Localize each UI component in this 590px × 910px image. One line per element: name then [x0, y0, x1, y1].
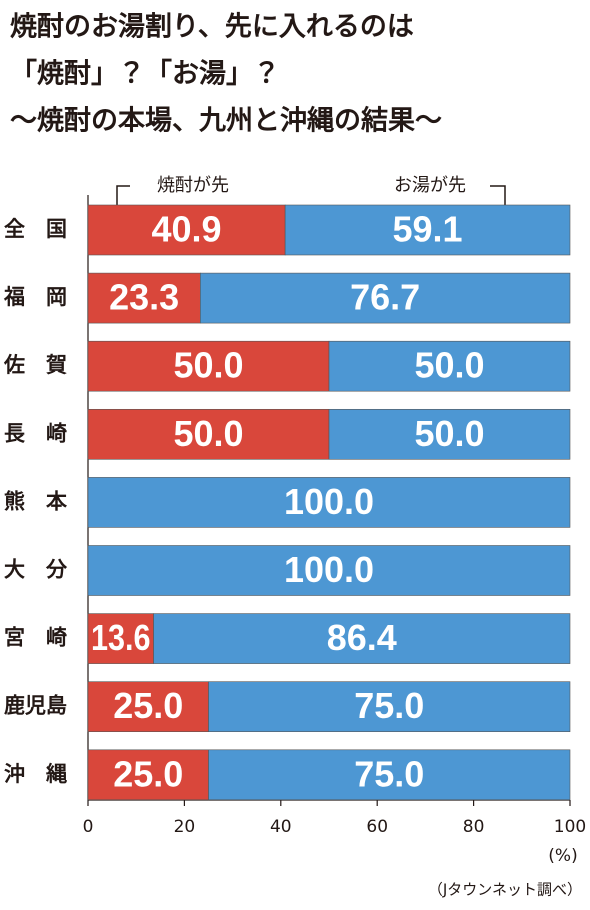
legend-label: 焼酎が先 [157, 175, 229, 196]
value-label: 13.6 [91, 617, 151, 658]
value-label: 86.4 [327, 617, 397, 658]
x-unit: (%) [548, 846, 577, 866]
value-label: 50.0 [173, 345, 243, 386]
x-tick-label: 0 [83, 817, 94, 837]
value-label: 25.0 [113, 753, 183, 794]
y-tick-label: 福 岡 [3, 285, 67, 309]
x-tick-label: 40 [270, 817, 292, 837]
legend-bracket [116, 185, 130, 205]
x-tick-label: 20 [174, 817, 196, 837]
x-tick-label: 60 [366, 817, 388, 837]
bar [328, 340, 571, 392]
chart-title: 〜焼酎の本場、九州と沖縄の結果〜 [10, 106, 442, 137]
y-tick-label: 長 崎 [4, 421, 67, 445]
y-tick-label: 沖 縄 [4, 762, 67, 786]
value-label: 50.0 [414, 413, 484, 454]
bar [200, 272, 571, 324]
bar [208, 749, 571, 801]
chart-title: 「焼酎」？「お湯」？ [10, 58, 280, 90]
chart-title: 焼酎のお湯割り、先に入れるのは [10, 12, 414, 43]
source: （Jタウンネット調べ） [428, 881, 582, 899]
bar [328, 408, 571, 460]
legend-label: お湯が先 [394, 175, 466, 196]
value-label: 50.0 [414, 345, 484, 386]
bar [87, 340, 330, 392]
y-tick-label: 鹿児島 [4, 694, 67, 718]
value-label: 100.0 [284, 481, 374, 522]
bar [208, 681, 571, 733]
legend-bracket [490, 185, 506, 213]
x-tick-label: 100 [554, 817, 586, 837]
y-tick-label: 熊 本 [4, 489, 68, 513]
value-label: 100.0 [284, 549, 374, 590]
value-label: 40.9 [152, 209, 222, 250]
bar [87, 272, 201, 324]
value-label: 75.0 [354, 685, 424, 726]
value-label: 50.0 [173, 413, 243, 454]
bar [87, 681, 209, 733]
value-label: 25.0 [113, 685, 183, 726]
bar [87, 613, 154, 664]
y-tick-label: 宮 崎 [4, 626, 67, 650]
value-label: 76.7 [350, 277, 420, 318]
bar [87, 749, 209, 801]
y-tick-label: 大 分 [4, 558, 68, 582]
bar [284, 204, 571, 256]
bar [87, 408, 330, 460]
bar [87, 477, 571, 528]
y-tick-label: 全 国 [4, 217, 67, 241]
value-label: 59.1 [393, 209, 463, 250]
bar [87, 545, 571, 596]
bar [153, 613, 571, 664]
x-tick-label: 80 [463, 817, 485, 837]
value-label: 75.0 [354, 753, 424, 794]
value-label: 23.3 [109, 277, 179, 318]
y-tick-label: 佐 賀 [3, 353, 67, 377]
